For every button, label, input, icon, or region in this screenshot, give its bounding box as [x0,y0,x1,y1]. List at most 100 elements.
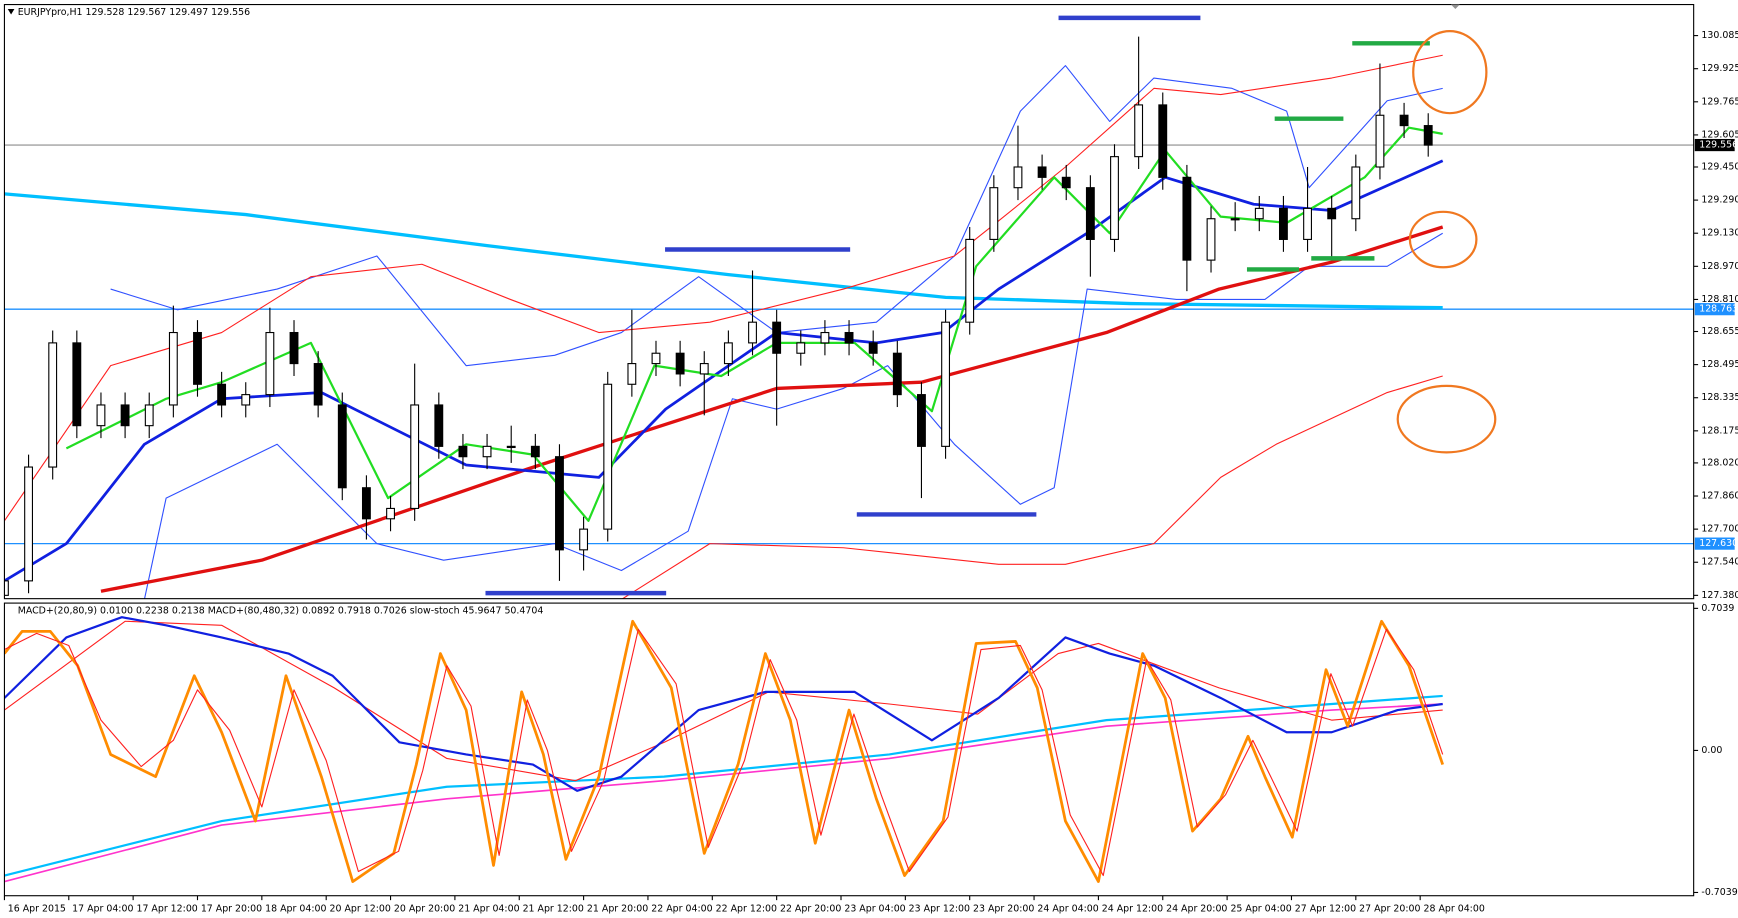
candle-body [699,363,709,375]
candle-body [627,363,637,385]
x-tick-label: 22 Apr 12:00 [716,904,777,915]
x-tick-label: 17 Apr 04:00 [72,904,133,915]
x-tick-label: 27 Apr 12:00 [1295,904,1356,915]
drawings [485,4,1497,596]
candle-body [1303,207,1312,240]
candle-body [1134,104,1144,158]
candle-body [868,342,878,354]
y-tick-label: 129.450 [1701,161,1738,172]
y-tick-label: 128.175 [1701,425,1738,436]
candle-body [144,404,154,427]
x-tick-label: 21 Apr 12:00 [523,904,584,915]
candle-body [723,342,733,365]
candle-body [458,445,468,458]
x-tick-label: 23 Apr 12:00 [909,904,970,915]
candle-body [555,456,564,551]
candle-body [1327,207,1337,220]
candle-body [1158,104,1168,178]
y-tick-label: 128.335 [1701,392,1738,403]
y-tick-label: 128.495 [1701,359,1738,370]
series-line [4,619,1445,883]
x-tick-label: 24 Apr 04:00 [1037,904,1098,915]
price-label-box [1694,138,1735,152]
y-tick-label: 128.970 [1701,261,1738,272]
candle-body [120,404,130,427]
x-tick-label: 16 Apr 2015 [8,904,66,915]
candle-body [361,487,371,520]
candle-body [96,404,106,427]
x-tick-label: 18 Apr 04:00 [265,904,326,915]
x-tick-label: 22 Apr 20:00 [780,904,841,915]
highlight-circle [1408,210,1478,269]
panel-plot [4,36,1694,599]
panel-title: MACD+(20,80,9) 0.0100 0.2238 0.2138 MACD… [18,605,544,616]
x-tick-label: 20 Apr 12:00 [330,904,391,915]
x-tick-label: 23 Apr 20:00 [973,904,1034,915]
y-tick-label: -0.7039 [1701,887,1737,898]
candle-body [241,394,251,406]
series-line [4,694,1443,877]
x-tick-label: 24 Apr 12:00 [1102,904,1163,915]
candle-body [1182,176,1192,261]
candle-body [1061,176,1071,189]
candle-body [965,238,975,323]
candle-body [748,321,757,344]
candle-body [1085,187,1095,240]
candle-body [1206,218,1216,261]
y-tick-label: 129.925 [1701,63,1738,74]
series-line [4,616,1443,792]
candle-body [989,187,999,240]
candle-body [1351,166,1361,220]
y-tick-label: 129.605 [1701,129,1738,140]
y-tick-label: 129.130 [1701,228,1738,239]
candle-body [941,321,951,447]
candle-body [265,331,275,396]
candle-body [917,394,926,447]
candle-body [193,331,202,385]
x-tick-label: 27 Apr 20:00 [1359,904,1420,915]
y-tick-label: 128.655 [1701,326,1738,337]
price-label: 128.763 [1699,304,1738,315]
plot-layer: 130.085 129.925 129.765 129.605 129.450 129.2… [3,3,1738,915]
x-tick-label: 25 Apr 04:00 [1230,904,1291,915]
candle-body [603,383,613,530]
candle-body [796,342,806,354]
y-tick-label: 127.860 [1701,491,1738,502]
highlight-circle [1412,30,1488,115]
candle-body [313,363,323,406]
candle-body [1037,166,1047,178]
candle-body [1110,156,1119,240]
candle-body [72,342,82,427]
y-tick-label: 127.380 [1701,590,1738,601]
series-line [65,126,1443,522]
x-tick-label: 22 Apr 04:00 [651,904,712,915]
y-tick-label: 129.290 [1701,195,1738,206]
candle-body [579,528,589,551]
candle-body [1399,114,1409,127]
candle-body [386,507,395,520]
x-tick-label: 17 Apr 12:00 [136,904,197,915]
panel-title: EURJPYpro,H1 129.528 129.567 129.497 129… [18,7,250,18]
highlight-circle [1396,384,1497,454]
candle-body [1254,207,1264,220]
candle-body [1013,166,1023,189]
y-tick-label: 127.700 [1701,524,1738,535]
series-line [4,54,1443,522]
candle-body [506,445,516,449]
candle-body [675,352,685,375]
y-tick-label: 128.810 [1701,294,1738,305]
title-marker [7,8,15,15]
x-tick-label: 24 Apr 20:00 [1166,904,1227,915]
candle-body [1230,218,1240,221]
candle-body [289,331,299,365]
panel-frame [3,602,1695,897]
series-line [4,192,1443,310]
candle-body [772,321,782,354]
panel-frame [3,3,1695,600]
candle-body [530,445,540,458]
candle-body [434,404,444,447]
series-line [4,628,1444,877]
candle-body [820,331,830,344]
candle-body [337,404,347,489]
